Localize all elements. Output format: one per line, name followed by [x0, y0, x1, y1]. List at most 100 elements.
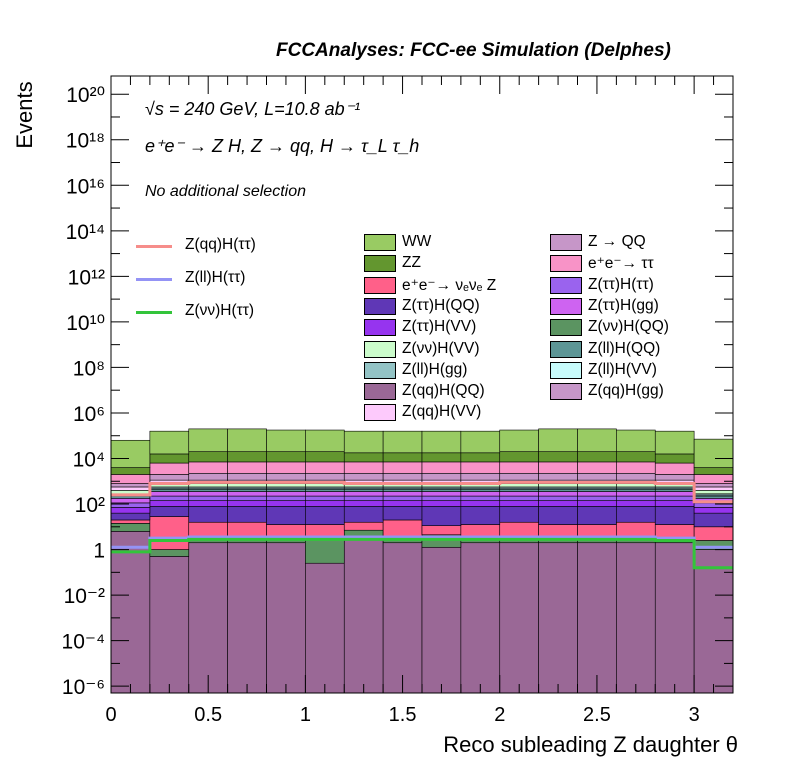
stack-bar — [499, 429, 539, 452]
legend-swatch — [550, 361, 582, 379]
stack-bar — [421, 525, 462, 536]
legend-swatch — [550, 297, 582, 315]
stack-bar — [693, 474, 734, 484]
stack-bar — [266, 500, 306, 507]
legend-label: Z(qq)H(ττ) — [185, 236, 256, 253]
stack-bar — [343, 452, 384, 463]
stack-bar — [188, 483, 228, 488]
stack-bar — [460, 542, 501, 694]
stack-bar — [188, 521, 228, 537]
legend-swatch — [364, 404, 396, 422]
stack-bar — [616, 451, 656, 463]
stack-bar — [266, 542, 306, 694]
y-tick-label: 10⁻⁶ — [62, 676, 105, 699]
stack-bar — [577, 483, 617, 488]
stack-bar — [460, 495, 501, 501]
stack-bar — [305, 451, 345, 463]
legend-swatch — [364, 255, 396, 273]
stack-bar — [343, 500, 384, 507]
stack-bar — [149, 488, 190, 492]
stack-bar — [538, 500, 578, 507]
stack-bar — [538, 506, 578, 525]
stack-bar — [382, 430, 423, 454]
stack-bar — [693, 512, 734, 528]
stack-bar — [188, 542, 228, 694]
stack-bar — [421, 472, 462, 481]
legend-swatch — [364, 297, 396, 315]
stack-bar — [227, 495, 267, 501]
stack-bar — [110, 474, 151, 484]
stack-bar — [538, 428, 578, 452]
y-tick-label: 1 — [93, 540, 105, 563]
stack-bar — [616, 542, 656, 694]
stack-bar — [577, 488, 617, 492]
stack-bar — [188, 495, 228, 501]
stack-bar — [149, 491, 190, 497]
stack-bar — [499, 491, 539, 497]
stack-bar — [499, 451, 539, 463]
stack-bar — [382, 542, 423, 694]
stack-bar — [305, 491, 345, 497]
stack-bar — [227, 451, 267, 463]
stack-bar — [382, 488, 423, 492]
stack-bar — [460, 461, 501, 474]
stack-bar — [577, 500, 617, 507]
x-tick-label: 0.5 — [194, 704, 222, 726]
y-tick-label: 10⁶ — [73, 403, 105, 426]
stack-bar — [266, 524, 306, 538]
stack-bar — [421, 495, 462, 501]
legend-label: Z(qq)H(VV) — [402, 403, 482, 421]
stack-bar — [421, 430, 462, 454]
legend-label: Z(νν)H(QQ) — [588, 318, 669, 336]
legend-swatch — [364, 361, 396, 379]
x-tick-label: 3 — [689, 704, 700, 726]
stack-bar — [266, 491, 306, 497]
stack-bar — [654, 495, 695, 501]
stack-bar — [616, 483, 656, 488]
stack-bar — [266, 429, 306, 452]
stack-bar — [538, 491, 578, 497]
stack-bar — [305, 539, 345, 564]
x-tick-label: 2 — [494, 704, 505, 726]
stack-bar — [305, 461, 345, 474]
stack-bar — [538, 488, 578, 492]
stack-bar — [460, 506, 501, 525]
legend-swatch — [550, 319, 582, 337]
y-tick-label: 10¹⁰ — [66, 312, 105, 335]
stack-bar — [227, 461, 267, 474]
stack-bar — [693, 507, 734, 514]
stack-bar — [305, 483, 345, 488]
y-tick-label: 10¹⁶ — [66, 175, 105, 198]
stack-bar — [499, 472, 539, 481]
y-tick-label: 10² — [75, 494, 105, 517]
legend-label: Z(qq)H(gg) — [588, 382, 664, 400]
stack-bar — [188, 506, 228, 523]
stack-bar — [616, 506, 656, 523]
stack-bar — [188, 451, 228, 463]
stack-bar — [188, 500, 228, 507]
stack-bar — [266, 451, 306, 463]
stack-bar — [693, 549, 734, 694]
stack-bar — [382, 452, 423, 463]
stack-bar — [227, 483, 267, 488]
stack-bar — [149, 474, 190, 481]
stack-bar — [577, 472, 617, 481]
stack-bar — [421, 461, 462, 474]
x-tick-label: 1.5 — [389, 704, 417, 726]
stack-bar — [266, 461, 306, 474]
legend-label: Z(ll)H(ττ) — [185, 269, 246, 286]
stack-bar — [110, 490, 151, 495]
legend-label: Z(ττ)H(QQ) — [402, 296, 480, 314]
stack-bar — [421, 546, 462, 694]
stack-bar — [188, 428, 228, 452]
legend-swatch — [550, 383, 582, 401]
y-tick-label: 10⁸ — [73, 357, 105, 380]
stack-bar — [266, 506, 306, 525]
stack-bar — [266, 483, 306, 488]
stack-bar — [382, 495, 423, 501]
stack-bar — [654, 462, 695, 475]
legend-swatch — [364, 234, 396, 251]
stack-bar — [188, 491, 228, 497]
stack-bar — [343, 535, 384, 694]
